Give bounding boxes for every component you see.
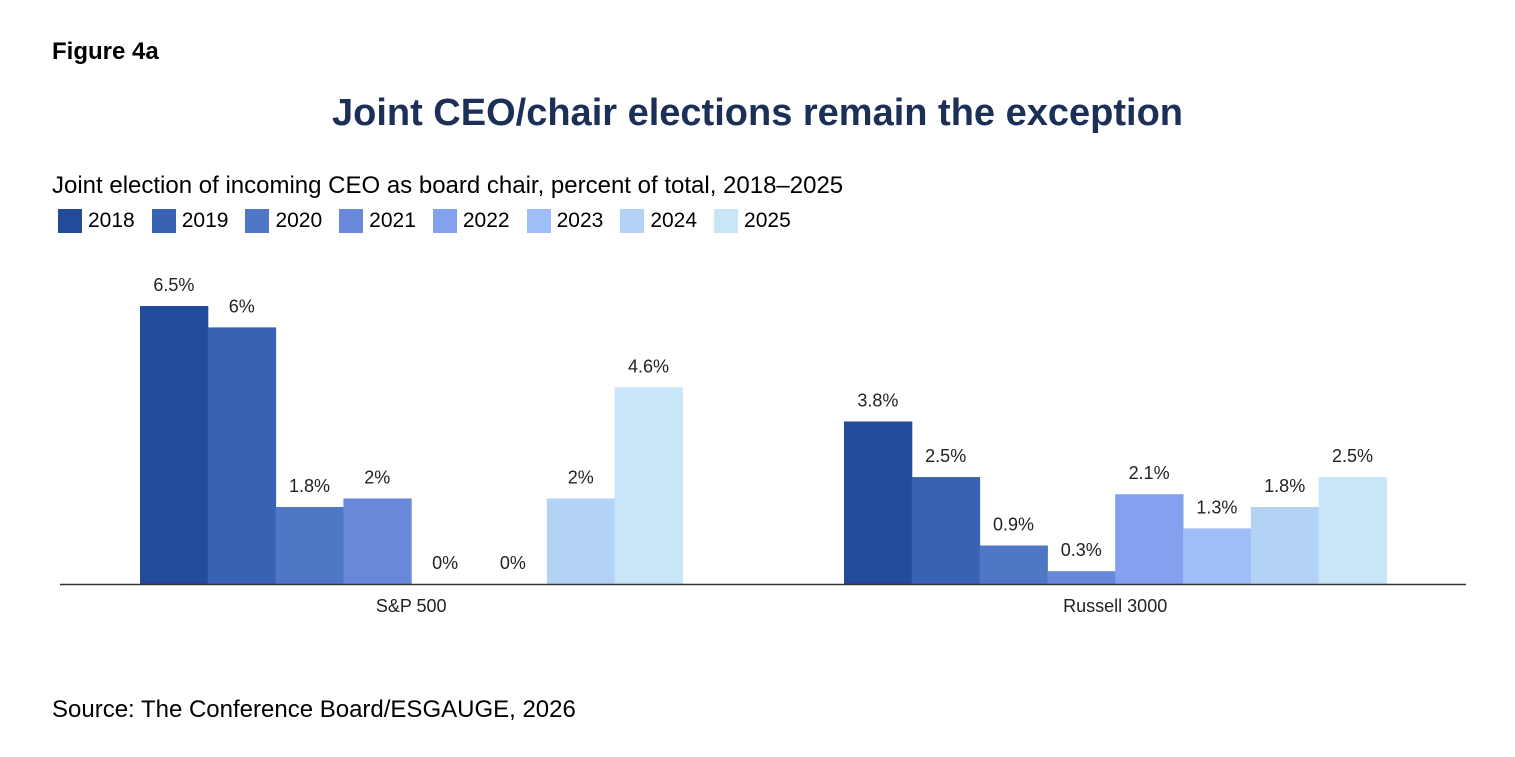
bar xyxy=(844,421,913,584)
data-label: 2% xyxy=(568,467,594,487)
data-label: 0.3% xyxy=(1061,540,1102,560)
legend-label: 2024 xyxy=(650,209,698,232)
category-label: S&P 500 xyxy=(376,596,447,616)
legend-item: 2022 xyxy=(432,209,510,233)
data-label: 2.5% xyxy=(1332,446,1373,466)
legend-label: 2023 xyxy=(556,209,604,232)
data-label: 6.5% xyxy=(153,275,194,295)
data-label: 4.6% xyxy=(628,356,669,376)
legend-swatch xyxy=(245,209,270,233)
bar xyxy=(275,507,344,584)
bar xyxy=(1250,507,1320,584)
data-label: 1.3% xyxy=(1196,497,1237,517)
chart-title: Joint CEO/chair elections remain the exc… xyxy=(331,92,1183,134)
data-label: 6% xyxy=(229,296,255,316)
legend-item: 2019 xyxy=(151,209,229,233)
data-label: 3.8% xyxy=(857,390,898,410)
legend-label: 2019 xyxy=(181,209,229,232)
legend-item: 2018 xyxy=(58,209,135,233)
legend-label: 2018 xyxy=(88,209,135,232)
legend-label: 2022 xyxy=(462,209,510,232)
legend-swatch xyxy=(432,209,457,233)
legend-item: 2025 xyxy=(714,209,791,233)
bar xyxy=(1047,571,1116,584)
figure-label: Figure 4a xyxy=(52,38,159,65)
legend-swatch xyxy=(714,209,739,233)
bar xyxy=(911,477,981,584)
legend-swatch xyxy=(151,209,176,233)
bar xyxy=(1115,494,1184,584)
category-label: Russell 3000 xyxy=(1063,596,1167,616)
bar xyxy=(343,498,412,584)
legend-item: 2020 xyxy=(245,209,322,233)
data-label: 0.9% xyxy=(993,515,1034,535)
source-note: Source: The Conference Board/ESGAUGE, 20… xyxy=(52,696,576,723)
legend-swatch xyxy=(620,209,645,233)
chart-subtitle: Joint election of incoming CEO as board … xyxy=(52,172,844,199)
bar xyxy=(1318,477,1387,584)
bar xyxy=(207,327,277,584)
legend-swatch xyxy=(526,209,551,233)
data-label: 0% xyxy=(500,553,526,573)
legend-item: 2023 xyxy=(526,209,604,233)
data-label: 2% xyxy=(364,467,390,487)
data-label: 1.8% xyxy=(289,476,330,496)
data-label: 2.5% xyxy=(925,446,966,466)
data-label: 0% xyxy=(432,553,458,573)
legend-label: 2020 xyxy=(275,209,323,232)
legend-swatch xyxy=(58,209,82,233)
bar xyxy=(614,387,683,584)
legend-swatch xyxy=(339,209,364,233)
legend-label: 2025 xyxy=(744,209,791,232)
bar xyxy=(140,306,209,584)
legend: 2018 2019 2020 2021 2022 2023 2024 2025 xyxy=(58,209,808,233)
bar xyxy=(1183,528,1252,584)
data-label: 1.8% xyxy=(1264,476,1305,496)
bar xyxy=(979,545,1048,584)
bar xyxy=(546,498,616,584)
legend-item: 2024 xyxy=(620,209,697,233)
legend-item: 2021 xyxy=(339,209,416,233)
data-label: 2.1% xyxy=(1129,463,1170,483)
legend-label: 2021 xyxy=(369,209,416,232)
